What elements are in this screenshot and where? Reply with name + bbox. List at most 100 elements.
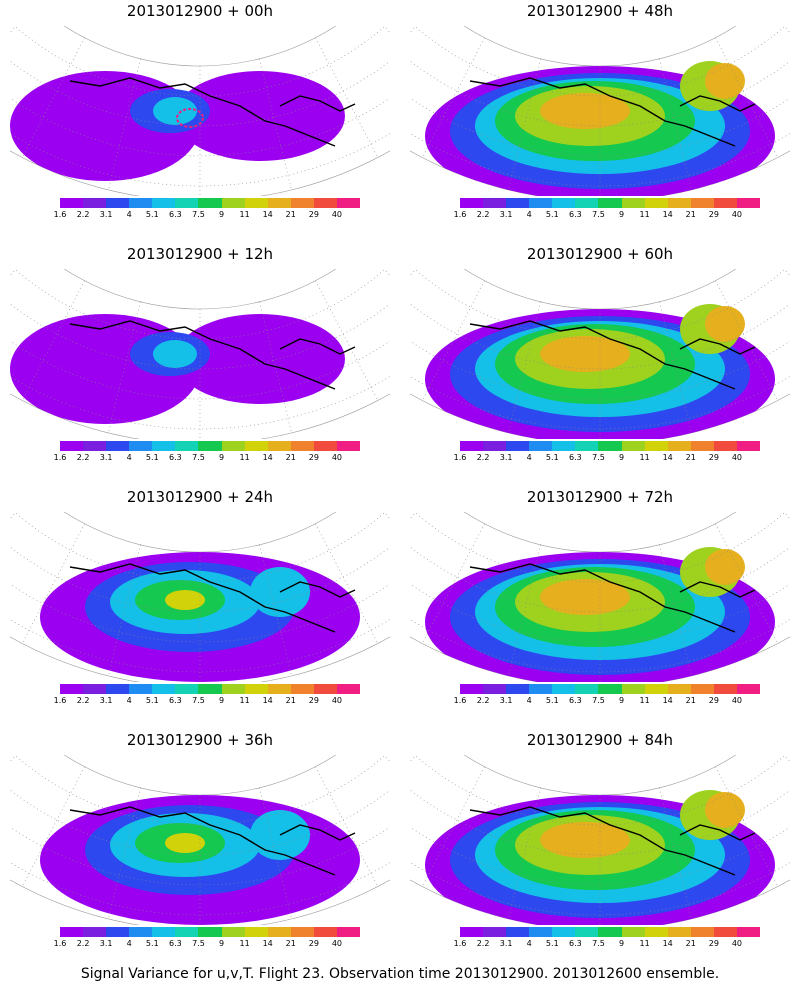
colorbar-tick-label: 4 — [526, 453, 532, 462]
colorbar-tick-label: 29 — [308, 453, 319, 462]
colorbar-tick-label: 1.6 — [453, 210, 467, 219]
colorbar-tick-label: 40 — [731, 453, 743, 462]
colorbar-segment — [129, 927, 153, 937]
colorbar-tick-label: 7.5 — [592, 939, 605, 948]
colorbar-segment — [152, 198, 176, 208]
colorbar-ticks: 1.6 2.2 3.1 4 5.1 6.3 7.5 9 11 14 21 29 40 — [454, 453, 760, 465]
colorbar-segment — [598, 198, 622, 208]
colorbar-tick-label: 6.3 — [169, 939, 182, 948]
colorbar-tick-label: 3.1 — [499, 939, 513, 948]
colorbar-tick-label: 7.5 — [592, 696, 605, 705]
colorbar-segment — [290, 198, 314, 208]
colorbar-segment — [575, 441, 599, 451]
colorbar-segment — [336, 441, 361, 451]
colorbar-tick-label: 5.1 — [145, 453, 159, 462]
colorbar-tick-label: 7.5 — [192, 696, 205, 705]
colorbar-tick-label: 3.1 — [499, 453, 513, 462]
colorbar-segment — [83, 198, 107, 208]
colorbar-segment — [552, 927, 576, 937]
colorbar-tick-label: 40 — [331, 939, 343, 948]
colorbar-segment — [460, 927, 484, 937]
panel-title: 2013012900 + 36h — [126, 731, 274, 749]
colorbar-tick-label: 5.1 — [545, 453, 559, 462]
colorbar-segment — [575, 684, 599, 694]
colorbar-ticks: 1.6 2.2 3.1 4 5.1 6.3 7.5 9 11 14 21 29 40 — [54, 210, 360, 222]
colorbar-segment — [60, 198, 84, 208]
variance-field — [410, 26, 790, 196]
colorbar-segment — [736, 927, 761, 937]
panel-title: 2013012900 + 72h — [526, 488, 674, 506]
colorbar-segment — [129, 684, 153, 694]
colorbar-tick-label: 9 — [618, 939, 625, 948]
colorbar-tick-label: 4 — [526, 210, 532, 219]
colorbar-tick-label: 2.2 — [76, 696, 90, 705]
colorbar-segment — [644, 927, 668, 937]
figure-caption: Signal Variance for u,v,T. Flight 23. Ob… — [80, 966, 720, 982]
colorbar-tick-label: 14 — [662, 210, 673, 219]
colorbar-segment — [129, 198, 153, 208]
colorbar-segment — [460, 441, 484, 451]
colorbar-segment — [644, 198, 668, 208]
colorbar — [60, 441, 361, 451]
colorbar-segment — [460, 684, 484, 694]
colorbar-tick-label: 5.1 — [145, 939, 159, 948]
colorbar-segment — [690, 927, 714, 937]
colorbar-segment — [483, 441, 507, 451]
colorbar-tick-label: 6.3 — [569, 210, 582, 219]
variance-field — [410, 269, 790, 439]
variance-field — [10, 26, 390, 196]
forecast-panel: 2013012900 + 00h 1.6 2.2 3.1 4 5.1 6.3 7.5 9 11 14… — [0, 0, 400, 244]
colorbar-segment — [621, 441, 645, 451]
colorbar-ticks: 1.6 2.2 3.1 4 5.1 6.3 7.5 9 11 14 21 29 40 — [454, 939, 760, 951]
colorbar-tick-label: 5.1 — [545, 210, 559, 219]
colorbar — [460, 441, 761, 451]
colorbar-tick-label: 21 — [285, 696, 296, 705]
colorbar-segment — [621, 198, 645, 208]
colorbar-segment — [598, 927, 622, 937]
colorbar-segment — [267, 927, 291, 937]
colorbar-tick-label: 21 — [285, 210, 296, 219]
colorbar-segment — [244, 441, 268, 451]
colorbar-tick-label: 9 — [618, 210, 625, 219]
colorbar-tick-label: 7.5 — [592, 210, 605, 219]
colorbar-tick-label: 6.3 — [569, 696, 582, 705]
variance-field — [10, 512, 390, 682]
colorbar-tick-label: 7.5 — [592, 453, 605, 462]
colorbar-tick-label: 4 — [526, 696, 532, 705]
colorbar-ticks: 1.6 2.2 3.1 4 5.1 6.3 7.5 9 11 14 21 29 40 — [54, 453, 360, 465]
colorbar-tick-label: 6.3 — [169, 210, 182, 219]
colorbar-segment — [106, 441, 130, 451]
colorbar-tick-label: 29 — [308, 210, 319, 219]
colorbar-segment — [736, 684, 761, 694]
forecast-panel: 2013012900 + 84h 1.6 2.2 3.1 4 5.1 6.3 7.5 9 11 14… — [400, 729, 800, 973]
colorbar-segment — [83, 684, 107, 694]
colorbar-tick-label: 21 — [685, 210, 696, 219]
colorbar-segment — [336, 927, 361, 937]
colorbar-tick-label: 14 — [262, 453, 273, 462]
colorbar — [460, 927, 761, 937]
colorbar-tick-label: 7.5 — [192, 210, 205, 219]
colorbar-tick-label: 9 — [618, 696, 625, 705]
variance-field — [10, 755, 390, 925]
colorbar-tick-label: 6.3 — [569, 453, 582, 462]
colorbar-tick-label: 11 — [239, 453, 250, 462]
colorbar-tick-label: 14 — [262, 939, 273, 948]
colorbar-tick-label: 29 — [308, 939, 319, 948]
colorbar-tick-label: 9 — [218, 696, 225, 705]
colorbar — [460, 198, 761, 208]
colorbar-tick-label: 40 — [731, 939, 743, 948]
colorbar-tick-label: 4 — [126, 210, 132, 219]
colorbar-segment — [221, 441, 245, 451]
colorbar-segment — [221, 198, 245, 208]
forecast-panel: 2013012900 + 36h 1.6 2.2 3.1 4 5.1 6.3 7.5 9 11 14… — [0, 729, 400, 973]
map-plot — [10, 269, 390, 439]
map-plot — [410, 512, 790, 682]
colorbar-tick-label: 6.3 — [169, 453, 182, 462]
colorbar-tick-label: 5.1 — [545, 696, 559, 705]
colorbar-segment — [667, 927, 691, 937]
colorbar-segment — [198, 198, 222, 208]
colorbar-segment — [313, 927, 337, 937]
colorbar-ticks: 1.6 2.2 3.1 4 5.1 6.3 7.5 9 11 14 21 29 40 — [454, 210, 760, 222]
colorbar-tick-label: 9 — [218, 939, 225, 948]
map-plot — [410, 755, 790, 925]
